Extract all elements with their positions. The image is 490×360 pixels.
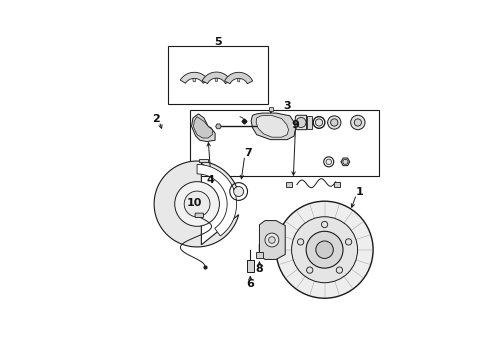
Polygon shape <box>180 72 208 83</box>
Polygon shape <box>192 114 215 141</box>
Polygon shape <box>194 117 212 138</box>
Circle shape <box>175 182 220 226</box>
Text: 7: 7 <box>244 148 252 158</box>
Polygon shape <box>343 159 348 164</box>
Polygon shape <box>199 159 208 162</box>
Text: 9: 9 <box>292 120 299 130</box>
Polygon shape <box>237 78 240 82</box>
Circle shape <box>316 241 333 258</box>
Text: 10: 10 <box>187 198 202 208</box>
Circle shape <box>336 267 343 273</box>
Polygon shape <box>224 72 253 84</box>
Polygon shape <box>197 165 237 236</box>
Polygon shape <box>256 115 289 137</box>
Bar <box>256 252 263 258</box>
Circle shape <box>307 267 313 273</box>
Bar <box>190 110 379 176</box>
Circle shape <box>354 119 362 126</box>
Text: 4: 4 <box>207 175 215 185</box>
Circle shape <box>345 239 352 245</box>
Circle shape <box>331 119 338 126</box>
Circle shape <box>297 239 304 245</box>
Text: 1: 1 <box>355 186 363 197</box>
Text: 8: 8 <box>256 264 263 274</box>
Text: 5: 5 <box>214 37 221 47</box>
Circle shape <box>328 116 341 129</box>
Bar <box>168 46 268 104</box>
Circle shape <box>292 217 358 283</box>
Polygon shape <box>295 115 307 130</box>
Polygon shape <box>341 158 350 166</box>
Circle shape <box>296 117 306 127</box>
Polygon shape <box>216 124 221 129</box>
Circle shape <box>269 237 275 243</box>
Polygon shape <box>193 78 196 82</box>
Bar <box>334 183 341 187</box>
Circle shape <box>276 201 373 298</box>
Polygon shape <box>154 161 239 247</box>
FancyBboxPatch shape <box>195 213 203 217</box>
Circle shape <box>321 221 328 228</box>
Circle shape <box>265 233 279 247</box>
Text: 2: 2 <box>152 114 160 125</box>
Circle shape <box>234 186 244 197</box>
Polygon shape <box>202 72 231 84</box>
Circle shape <box>316 119 322 126</box>
Polygon shape <box>307 116 312 129</box>
Circle shape <box>306 231 343 268</box>
Circle shape <box>351 115 365 130</box>
Text: 6: 6 <box>246 279 254 289</box>
Polygon shape <box>215 78 218 81</box>
Bar <box>286 183 292 187</box>
Bar <box>247 260 254 273</box>
Polygon shape <box>251 113 295 140</box>
Text: 3: 3 <box>283 100 291 111</box>
Circle shape <box>184 191 210 217</box>
Circle shape <box>326 159 332 165</box>
Polygon shape <box>259 221 285 260</box>
